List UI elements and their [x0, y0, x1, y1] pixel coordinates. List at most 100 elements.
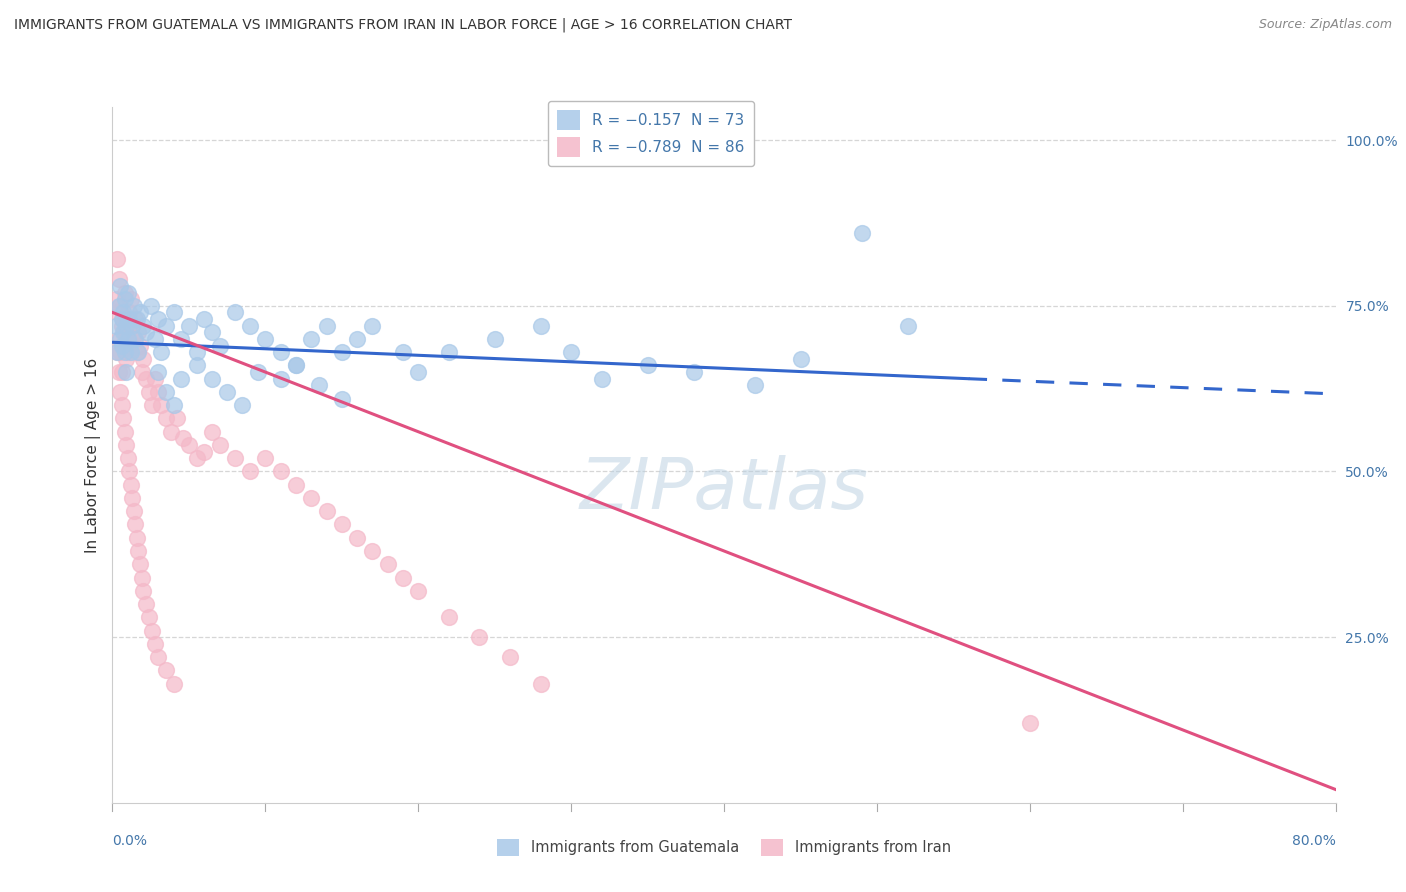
Point: [744, 378, 766, 392]
Point: [201, 372, 224, 386]
Point: [111, 318, 134, 333]
Point: [120, 477, 142, 491]
Point: [122, 504, 145, 518]
Point: [254, 451, 277, 466]
Point: [127, 345, 149, 359]
Point: [155, 411, 177, 425]
Point: [330, 517, 353, 532]
Point: [155, 318, 177, 333]
Point: [104, 318, 127, 333]
Point: [315, 504, 337, 518]
Point: [114, 285, 136, 300]
Point: [163, 398, 186, 412]
Point: [117, 345, 139, 359]
Point: [132, 318, 155, 333]
Point: [437, 610, 460, 624]
Point: [150, 398, 173, 412]
Point: [897, 318, 920, 333]
Point: [377, 558, 399, 572]
Point: [115, 365, 138, 379]
Point: [111, 312, 134, 326]
Point: [127, 326, 149, 340]
Point: [115, 351, 138, 366]
Point: [121, 318, 143, 333]
Point: [143, 372, 166, 386]
Point: [135, 597, 157, 611]
Point: [143, 332, 166, 346]
Point: [121, 318, 143, 333]
Point: [392, 570, 415, 584]
Point: [111, 398, 134, 412]
Point: [115, 438, 138, 452]
Point: [114, 326, 136, 340]
Point: [112, 305, 135, 319]
Point: [135, 326, 157, 340]
Point: [127, 544, 149, 558]
Point: [108, 332, 131, 346]
Point: [112, 411, 135, 425]
Point: [118, 465, 141, 479]
Point: [270, 372, 292, 386]
Point: [193, 312, 215, 326]
Point: [315, 318, 337, 333]
Point: [186, 345, 208, 359]
Point: [107, 299, 129, 313]
Point: [148, 365, 170, 379]
Point: [129, 305, 152, 319]
Point: [129, 338, 152, 352]
Point: [437, 345, 460, 359]
Point: [163, 676, 186, 690]
Point: [121, 491, 143, 505]
Point: [111, 365, 134, 379]
Point: [155, 663, 177, 677]
Point: [346, 531, 368, 545]
Point: [789, 351, 811, 366]
Point: [135, 372, 157, 386]
Point: [1018, 716, 1040, 731]
Point: [117, 285, 139, 300]
Point: [148, 384, 170, 399]
Point: [125, 312, 148, 326]
Point: [118, 312, 141, 326]
Point: [107, 332, 129, 346]
Point: [284, 477, 308, 491]
Point: [299, 491, 322, 505]
Point: [118, 305, 141, 319]
Point: [208, 338, 231, 352]
Point: [129, 558, 152, 572]
Point: [201, 425, 224, 439]
Point: [131, 365, 153, 379]
Point: [284, 359, 308, 373]
Point: [105, 305, 128, 319]
Point: [172, 431, 194, 445]
Point: [108, 384, 131, 399]
Point: [141, 398, 163, 412]
Point: [108, 299, 131, 313]
Point: [148, 650, 170, 665]
Point: [163, 305, 186, 319]
Point: [150, 345, 173, 359]
Point: [682, 365, 704, 379]
Point: [117, 451, 139, 466]
Point: [112, 312, 135, 326]
Point: [125, 345, 148, 359]
Point: [141, 624, 163, 638]
Point: [193, 444, 215, 458]
Point: [131, 570, 153, 584]
Point: [139, 299, 162, 313]
Point: [120, 345, 142, 359]
Point: [530, 318, 553, 333]
Point: [143, 637, 166, 651]
Point: [270, 465, 292, 479]
Point: [330, 345, 353, 359]
Point: [177, 318, 200, 333]
Point: [112, 326, 135, 340]
Point: [138, 384, 160, 399]
Point: [104, 292, 127, 306]
Point: [637, 359, 659, 373]
Point: [284, 359, 308, 373]
Point: [107, 272, 129, 286]
Point: [186, 451, 208, 466]
Point: [186, 359, 208, 373]
Point: [148, 312, 170, 326]
